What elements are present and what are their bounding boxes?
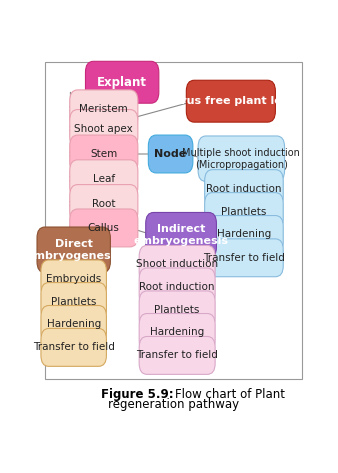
FancyBboxPatch shape bbox=[139, 336, 215, 374]
Text: Plantlets: Plantlets bbox=[154, 305, 200, 315]
FancyBboxPatch shape bbox=[70, 209, 138, 247]
Text: Virus free plant lets: Virus free plant lets bbox=[169, 96, 293, 106]
Text: Leaf: Leaf bbox=[93, 174, 115, 184]
FancyBboxPatch shape bbox=[204, 193, 283, 230]
Text: Node: Node bbox=[154, 149, 187, 159]
Text: Figure 5.9:: Figure 5.9: bbox=[101, 388, 173, 401]
FancyBboxPatch shape bbox=[139, 291, 215, 329]
FancyBboxPatch shape bbox=[70, 110, 138, 148]
Text: Direct
embryogenesis: Direct embryogenesis bbox=[26, 239, 121, 261]
Text: Root: Root bbox=[92, 199, 116, 209]
FancyBboxPatch shape bbox=[70, 160, 138, 198]
Text: Hardening: Hardening bbox=[47, 319, 101, 330]
Text: Hardening: Hardening bbox=[217, 229, 271, 239]
FancyBboxPatch shape bbox=[146, 212, 216, 258]
Text: Plantlets: Plantlets bbox=[221, 207, 267, 217]
Text: Meristem: Meristem bbox=[79, 104, 128, 114]
Text: Indirect
embryogenesis: Indirect embryogenesis bbox=[134, 224, 228, 246]
FancyBboxPatch shape bbox=[204, 170, 283, 208]
Text: Shoot induction: Shoot induction bbox=[136, 259, 218, 269]
FancyBboxPatch shape bbox=[70, 184, 138, 222]
FancyBboxPatch shape bbox=[37, 227, 110, 272]
FancyBboxPatch shape bbox=[198, 136, 285, 182]
Text: Shoot apex: Shoot apex bbox=[74, 123, 133, 133]
FancyBboxPatch shape bbox=[86, 61, 159, 103]
Text: Transfer to field: Transfer to field bbox=[33, 342, 115, 352]
Text: Explant: Explant bbox=[97, 76, 147, 89]
FancyBboxPatch shape bbox=[204, 216, 283, 254]
Text: Hardening: Hardening bbox=[150, 327, 204, 337]
FancyBboxPatch shape bbox=[186, 80, 275, 122]
FancyBboxPatch shape bbox=[139, 314, 215, 351]
Text: Plantlets: Plantlets bbox=[51, 297, 96, 307]
Text: Multiple shoot induction
(Micropropagation): Multiple shoot induction (Micropropagati… bbox=[183, 148, 300, 169]
FancyBboxPatch shape bbox=[139, 268, 215, 306]
Text: Embryoids: Embryoids bbox=[46, 274, 101, 284]
Text: regeneration pathway: regeneration pathway bbox=[108, 398, 239, 411]
FancyBboxPatch shape bbox=[204, 239, 283, 277]
FancyBboxPatch shape bbox=[70, 135, 138, 173]
FancyBboxPatch shape bbox=[41, 282, 106, 320]
Text: Stem: Stem bbox=[90, 149, 117, 159]
Text: Root induction: Root induction bbox=[139, 282, 215, 292]
FancyBboxPatch shape bbox=[41, 328, 106, 366]
FancyBboxPatch shape bbox=[41, 306, 106, 343]
FancyBboxPatch shape bbox=[41, 260, 106, 298]
Text: Flow chart of Plant: Flow chart of Plant bbox=[174, 388, 285, 401]
FancyBboxPatch shape bbox=[148, 135, 193, 173]
Text: Transfer to field: Transfer to field bbox=[136, 350, 218, 360]
FancyBboxPatch shape bbox=[139, 245, 215, 283]
Text: Callus: Callus bbox=[88, 223, 120, 233]
FancyBboxPatch shape bbox=[70, 90, 138, 128]
Text: Root induction: Root induction bbox=[206, 184, 282, 193]
Text: Transfer to field: Transfer to field bbox=[203, 253, 285, 263]
